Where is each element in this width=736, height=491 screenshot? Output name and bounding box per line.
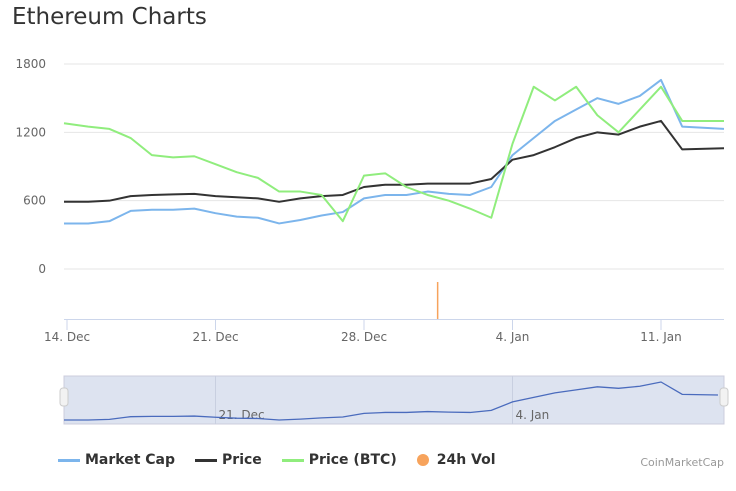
- y-tick-label: 0: [38, 262, 46, 276]
- y-tick-label: 600: [23, 194, 46, 208]
- legend-label: 24h Vol: [436, 452, 496, 468]
- legend-label: Market Cap: [85, 452, 176, 468]
- series-line-market-cap[interactable]: [64, 78, 725, 225]
- x-tick-label: 28. Dec: [341, 330, 387, 344]
- series-line-price-btc-[interactable]: [63, 85, 724, 223]
- y-tick-label: 1200: [15, 125, 46, 139]
- legend-swatch: [281, 458, 304, 462]
- legend-item-price-btc[interactable]: Price (BTC): [281, 452, 397, 468]
- x-tick-label: 14. Dec: [44, 330, 90, 344]
- x-tick-label: 21. Dec: [192, 330, 238, 344]
- navigator-label: 21. Dec: [219, 408, 265, 422]
- x-tick-label: 4. Jan: [496, 330, 530, 344]
- legend-item-24h-vol[interactable]: 24h Vol: [416, 452, 496, 468]
- legend-swatch: [416, 454, 429, 466]
- navigator-handle-right[interactable]: [719, 387, 729, 407]
- credit-link[interactable]: CoinMarketCap: [640, 456, 724, 469]
- legend-label: Price (BTC): [308, 452, 397, 468]
- navigator-series: [64, 381, 719, 421]
- y-tick-label: 1800: [15, 57, 46, 71]
- legend: Market Cap Price Price (BTC) 24h Vol: [58, 452, 516, 468]
- series-line-price[interactable]: [64, 119, 725, 203]
- navigator-handle-left[interactable]: [59, 387, 69, 407]
- x-tick-label: 11. Jan: [640, 330, 681, 344]
- legend-label: Price: [222, 452, 262, 468]
- legend-item-market-cap[interactable]: Market Cap: [58, 452, 175, 468]
- legend-item-price[interactable]: Price: [195, 452, 262, 468]
- legend-swatch: [195, 458, 218, 462]
- legend-swatch: [58, 458, 80, 462]
- navigator-label: 4. Jan: [516, 408, 550, 422]
- chart-title: Ethereum Charts: [12, 4, 207, 30]
